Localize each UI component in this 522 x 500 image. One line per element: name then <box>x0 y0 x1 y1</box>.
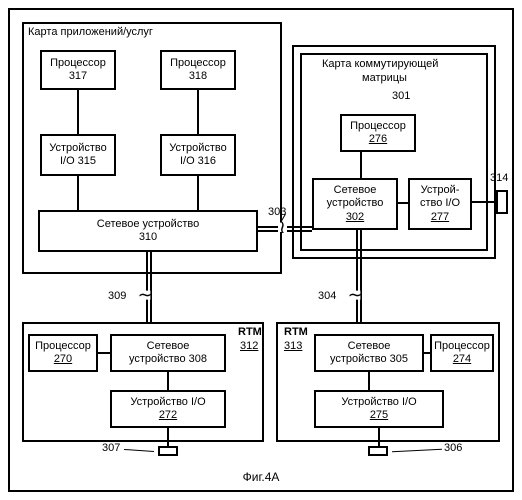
bus-304-label: 304 <box>318 290 336 302</box>
proc-276-num: 276 <box>369 133 387 146</box>
switch-title-2: матрицы <box>362 72 407 84</box>
conn-305-274 <box>424 352 430 354</box>
io-272-num: 272 <box>159 409 177 422</box>
conn-305-275 <box>368 372 370 390</box>
io-316-label: Устройство <box>169 142 227 155</box>
io-275-num: 275 <box>370 409 388 422</box>
rtm-312-title: RTM <box>238 326 262 338</box>
io-316-num: I/O 316 <box>180 155 216 168</box>
io-277-l1: Устрой- <box>421 184 460 197</box>
conn-308-272 <box>167 372 169 390</box>
net-310-num: 310 <box>139 231 157 244</box>
io-277-l2: ство I/O <box>420 197 460 210</box>
bus-304 <box>356 230 362 324</box>
port-314 <box>496 190 508 214</box>
io-device-316: Устройство I/O 316 <box>160 134 236 176</box>
figure-caption: Фиг.4A <box>0 470 522 484</box>
bus-309-tilde: ≀ <box>140 291 150 300</box>
io-device-272: Устройство I/O 272 <box>110 390 226 428</box>
io-277-num: 277 <box>431 211 449 224</box>
net-302-num: 302 <box>346 211 364 224</box>
net-device-302: Сетевое устройство 302 <box>312 178 398 230</box>
bus-309 <box>146 252 152 324</box>
processor-318-num: 318 <box>189 70 207 83</box>
switch-title-1: Карта коммутирующей <box>322 58 438 70</box>
processor-276: Процессор 276 <box>340 114 416 152</box>
net-310-label: Сетевое устройство <box>97 218 199 231</box>
conn-272-307 <box>167 428 169 446</box>
app-card-title: Карта приложений/услуг <box>28 26 153 38</box>
processor-274: Процессор 274 <box>430 334 494 372</box>
bus-304-tilde: ≀ <box>350 291 360 300</box>
port-307 <box>158 446 178 456</box>
rtm-312-num: 312 <box>240 340 258 352</box>
conn-275-306 <box>378 428 380 446</box>
label-314: 314 <box>490 172 508 184</box>
io-275-label: Устройство I/O <box>341 396 416 409</box>
io-315-num: I/O 315 <box>60 155 96 168</box>
proc-270-num: 270 <box>54 353 72 366</box>
label-306: 306 <box>444 442 462 454</box>
bus-303-tilde: ≀ <box>278 222 287 232</box>
conn-270-308 <box>98 352 110 354</box>
conn-315-310 <box>77 176 79 210</box>
proc-274-label: Процессор <box>434 340 490 353</box>
proc-276-label: Процессор <box>350 120 406 133</box>
net-302-l1: Сетевое <box>334 184 377 197</box>
label-307: 307 <box>102 442 120 454</box>
net-device-310: Сетевое устройство 310 <box>38 210 258 252</box>
processor-318: Процессор 318 <box>160 50 236 90</box>
proc-274-num: 274 <box>453 353 471 366</box>
switch-title-num: 301 <box>392 90 410 102</box>
conn-317-315 <box>77 90 79 134</box>
conn-277-314 <box>472 201 496 203</box>
conn-276-302 <box>360 152 362 178</box>
bus-309-label: 309 <box>108 290 126 302</box>
io-device-277: Устрой- ство I/O 277 <box>408 178 472 230</box>
processor-317-label: Процессор <box>50 57 106 70</box>
net-305-l2: устройство 305 <box>330 353 408 366</box>
processor-317: Процессор 317 <box>40 50 116 90</box>
rtm-313-num: 313 <box>284 340 302 352</box>
conn-318-316 <box>197 90 199 134</box>
processor-270: Процессор 270 <box>28 334 98 372</box>
port-306 <box>368 446 388 456</box>
proc-270-label: Процессор <box>35 340 91 353</box>
net-308-l2: устройство 308 <box>129 353 207 366</box>
processor-317-num: 317 <box>69 70 87 83</box>
rtm-313-title: RTM <box>284 326 308 338</box>
io-315-label: Устройство <box>49 142 107 155</box>
net-device-305: Сетевое устройство 305 <box>314 334 424 372</box>
processor-318-label: Процессор <box>170 57 226 70</box>
net-308-l1: Сетевое <box>147 340 190 353</box>
io-device-315: Устройство I/O 315 <box>40 134 116 176</box>
net-device-308: Сетевое устройство 308 <box>110 334 226 372</box>
net-302-l2: устройство <box>327 197 384 210</box>
io-272-label: Устройство I/O <box>130 396 205 409</box>
net-305-l1: Сетевое <box>348 340 391 353</box>
conn-316-310 <box>197 176 199 210</box>
io-device-275: Устройство I/O 275 <box>314 390 444 428</box>
conn-302-277 <box>398 202 408 204</box>
